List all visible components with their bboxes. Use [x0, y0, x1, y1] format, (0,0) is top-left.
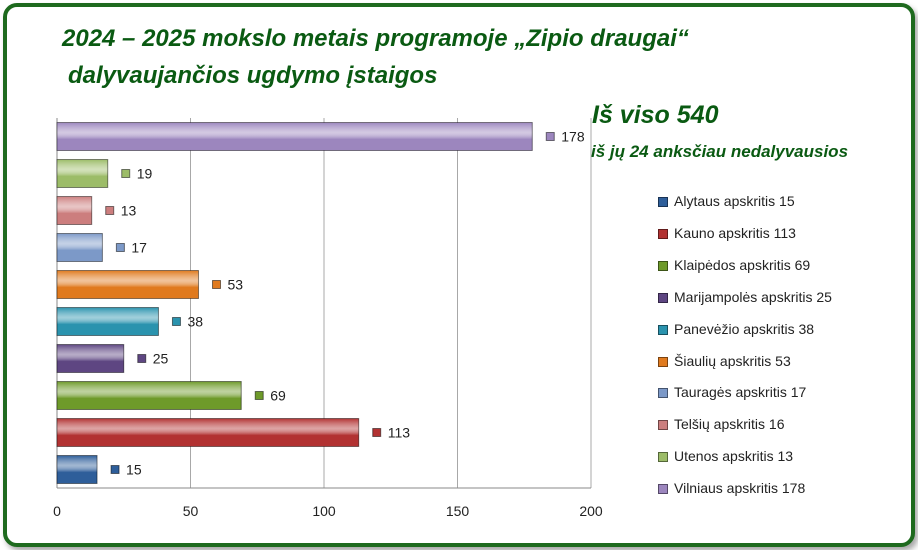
data-label: 13 — [121, 203, 137, 219]
bar-gloss — [56, 307, 159, 336]
grid-layer — [56, 118, 592, 489]
bar-gloss — [56, 344, 125, 373]
bar-gloss — [56, 196, 93, 225]
total-count-text: Iš viso 540 — [592, 101, 719, 129]
data-label-marker — [110, 465, 120, 474]
data-label: 113 — [388, 425, 411, 441]
legend-label: Utenos apskritis 13 — [674, 448, 794, 465]
legend-label: Šiaulių apskritis 53 — [674, 352, 791, 369]
data-label-marker — [137, 354, 147, 363]
legend-label: Tauragės apskritis 17 — [674, 384, 807, 401]
legend-swatch — [658, 228, 668, 239]
x-tick-label: 200 — [579, 503, 603, 519]
x-tick-label: 100 — [312, 503, 336, 519]
legend-swatch — [658, 388, 668, 399]
x-tick-label: 50 — [183, 503, 199, 519]
chart-title-line-1: 2024 – 2025 mokslo metais programoje „Zi… — [62, 25, 689, 52]
legend-swatch — [658, 356, 668, 367]
data-label-layer: 15 113 69 25 38 53 17 13 19 178 — [105, 129, 585, 478]
chart-title-line-2: dalyvaujančios ugdymo įstaigos — [68, 62, 438, 89]
bar-gloss — [56, 381, 242, 410]
data-label: 38 — [187, 314, 203, 330]
data-label: 69 — [270, 388, 286, 404]
data-label-marker — [545, 132, 555, 141]
bar-gloss — [56, 159, 109, 188]
legend-swatch — [658, 420, 668, 431]
legend-swatch — [658, 197, 668, 207]
data-label-marker — [105, 206, 115, 215]
data-label-marker — [171, 317, 181, 326]
new-participants-text: iš jų 24 anksčiau nedalyvausios — [591, 142, 849, 161]
legend-swatch — [658, 324, 668, 335]
legend-label: Vilniaus apskritis 178 — [674, 480, 806, 497]
bar-gloss — [56, 270, 200, 299]
data-label: 178 — [561, 129, 585, 145]
data-label: 19 — [137, 166, 153, 182]
bar-gloss — [56, 233, 103, 262]
bar-gloss — [56, 122, 533, 151]
data-label-marker — [115, 243, 125, 252]
bar-gloss — [56, 418, 360, 447]
legend-label: Alytaus apskritis 15 — [674, 193, 795, 209]
data-label: 15 — [126, 462, 142, 478]
legend-label: Kauno apskritis 113 — [674, 224, 796, 241]
data-label-marker — [121, 169, 131, 178]
data-label-marker — [212, 280, 222, 289]
legend-swatch — [658, 260, 668, 271]
x-tick-label: 150 — [446, 503, 470, 519]
data-label: 53 — [228, 277, 244, 293]
legend-label: Panevėžio apskritis 38 — [674, 320, 815, 337]
legend-label: Klaipėdos apskritis 69 — [674, 256, 811, 273]
data-label-marker — [372, 428, 382, 437]
bar-layer — [56, 122, 533, 484]
data-label: 25 — [153, 351, 169, 367]
tick-label-layer: 0 50 100 150 200 — [53, 503, 603, 519]
chart-title: 2024 – 2025 mokslo metais programoje „Zi… — [62, 20, 822, 94]
x-tick-label: 0 — [53, 503, 61, 519]
legend-label: Marijampolės apskritis 25 — [674, 288, 832, 305]
legend-swatch — [658, 484, 668, 495]
legend-swatch — [658, 452, 668, 463]
legend-swatch — [658, 292, 668, 303]
data-label-marker — [254, 391, 264, 400]
data-label: 17 — [131, 240, 147, 256]
legend-label: Telšių apskritis 16 — [674, 416, 785, 433]
bar-gloss — [56, 455, 98, 484]
